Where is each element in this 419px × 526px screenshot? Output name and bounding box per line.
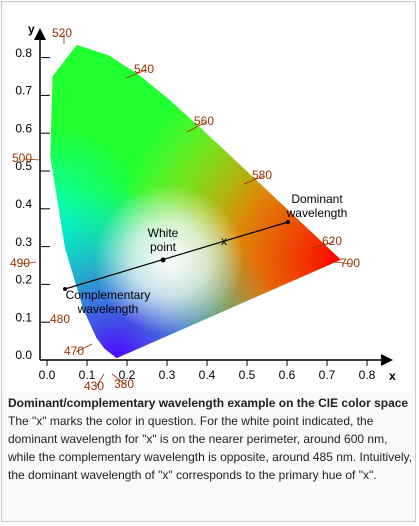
caption-title: Dominant/complementary wavelength exampl… [8, 396, 409, 410]
wavelength-label: 560 [194, 114, 214, 128]
wavelength-tick [186, 121, 207, 133]
wavelength-tick [75, 343, 93, 353]
cie-diagram: y x x Dominant wavelength White point Co… [4, 4, 415, 392]
wavelength-line [64, 221, 289, 290]
x-tick-label: 0.4 [199, 368, 216, 382]
x-tick-label: 0.3 [159, 368, 176, 382]
wavelength-tick [125, 69, 147, 79]
wavelength-label: 520 [52, 26, 72, 40]
x-tick-label: 0.6 [279, 368, 296, 382]
wavelength-label: 500 [12, 151, 32, 165]
x-tick-label: 0.7 [319, 368, 336, 382]
y-tick-label: 0.7 [15, 84, 32, 98]
wavelength-label: 620 [322, 234, 342, 248]
dominant-label: wavelength [286, 206, 348, 220]
wavelength-tick [21, 261, 37, 265]
dominant-label: Dominant [291, 192, 343, 206]
complementary-label: Complementary [66, 288, 151, 302]
x-tick-label: 0.5 [239, 368, 256, 382]
x-tick-label: 0.1 [79, 368, 96, 382]
wavelength-label: 700 [340, 256, 360, 270]
white-point-label: White [148, 226, 179, 240]
wavelength-label: 540 [134, 62, 154, 76]
wavelength-label: 580 [252, 168, 272, 182]
y-tick-label: 0.1 [15, 310, 32, 324]
x-tick-label: 0.2 [119, 368, 136, 382]
white-point-label: point [150, 240, 177, 254]
wavelength-tick [111, 373, 127, 386]
wavelength-tick [23, 158, 41, 161]
wavelength-label: 380 [114, 377, 134, 391]
x-axis-label: x [389, 369, 396, 383]
complementary-point [63, 287, 67, 291]
wavelength-tick [243, 175, 265, 185]
wavelength-tick [95, 373, 105, 388]
wavelength-tick [311, 241, 335, 249]
y-tick-label: 0.8 [15, 46, 32, 60]
color-marker: x [221, 234, 227, 248]
complementary-label: wavelength [77, 302, 139, 316]
caption: Dominant/complementary wavelength exampl… [8, 394, 412, 484]
wavelength-label: 480 [50, 312, 70, 326]
y-tick-label: 0.6 [15, 121, 32, 135]
wavelength-label: 490 [10, 256, 30, 270]
y-tick-label: 0.0 [15, 348, 32, 362]
wavelength-tick [333, 261, 353, 265]
white-point [160, 257, 166, 263]
x-tick-label: 0.0 [39, 368, 56, 382]
x-tick-label: 0.8 [359, 368, 376, 382]
dominant-point [286, 220, 290, 224]
y-tick-label: 0.3 [15, 235, 32, 249]
gamut [50, 44, 341, 359]
y-tick-label: 0.2 [15, 273, 32, 287]
caption-text: The "x" marks the color in question. For… [8, 414, 412, 482]
y-tick-label: 0.5 [15, 159, 32, 173]
y-tick-label: 0.4 [15, 197, 32, 211]
wavelength-label: 430 [84, 379, 104, 392]
wavelength-label: 470 [64, 344, 84, 358]
y-axis-label: y [28, 22, 35, 36]
